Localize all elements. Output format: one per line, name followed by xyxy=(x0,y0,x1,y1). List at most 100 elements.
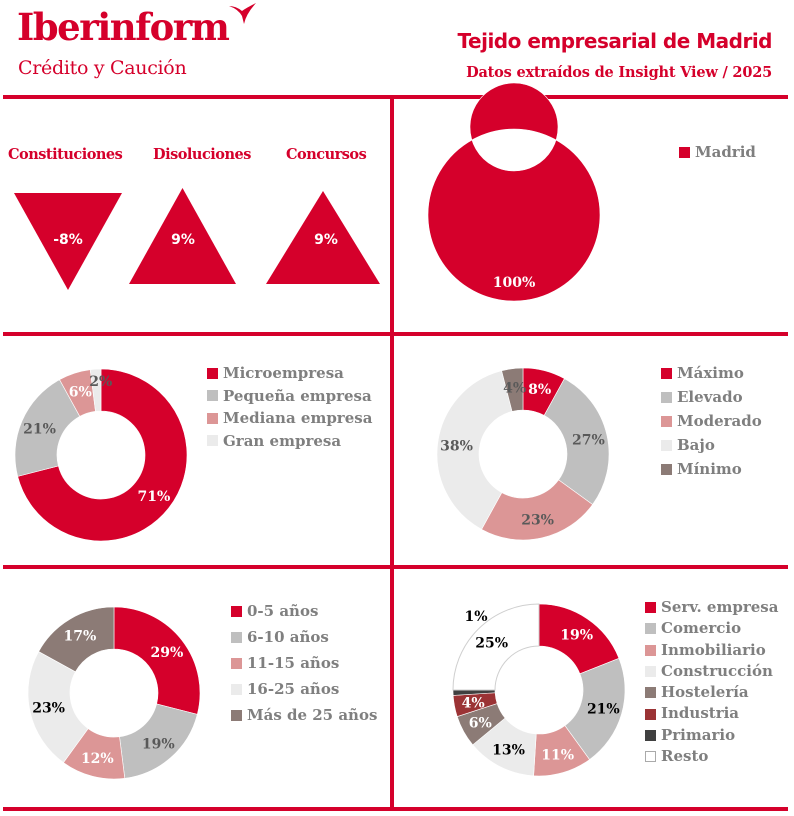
legend-swatch xyxy=(661,463,672,475)
legend-item-pequena-empresa: Pequeña empresa xyxy=(207,385,372,408)
kpi-value-concursos: 9% xyxy=(314,232,338,248)
donut-slice-gran-empresa xyxy=(89,368,102,412)
data-label-hosteleria: 6% xyxy=(469,715,492,731)
divider-row-1 xyxy=(3,332,788,336)
kpi-value-disoluciones: 9% xyxy=(171,232,195,248)
brand-tagline: Crédito y Caución xyxy=(18,57,187,79)
legend-label: Hostelería xyxy=(661,683,749,702)
legend-label: Comercio xyxy=(661,619,742,638)
data-label-construccion: 13% xyxy=(492,743,525,759)
data-label-moderado: 23% xyxy=(521,512,554,528)
legend-swatch xyxy=(207,412,218,424)
kpi-label-concursos: Concursos xyxy=(286,146,367,163)
data-label-pequena-empresa: 21% xyxy=(23,421,56,437)
legend-label: Moderado xyxy=(677,412,762,430)
donut-slice-bajo xyxy=(436,370,513,530)
legend-swatch xyxy=(645,644,656,656)
data-label-inmobiliario: 11% xyxy=(541,747,574,763)
legend-label: Madrid xyxy=(695,143,756,161)
data-label-elevado: 27% xyxy=(572,432,605,448)
legend-label: Gran empresa xyxy=(223,431,342,450)
legend-swatch xyxy=(645,729,656,741)
legend-item-11-15-anos: 11-15 años xyxy=(231,650,377,676)
arrow-down-icon xyxy=(14,193,122,290)
legend-label: Más de 25 años xyxy=(247,706,378,724)
data-label-gran-empresa: 2% xyxy=(89,374,112,390)
donut-chart-sector: 19% 21% 11% 13%6% 4% 1% 25% xyxy=(452,603,626,777)
data-label-resto: 25% xyxy=(475,636,508,652)
legend-label: Mínimo xyxy=(677,460,742,478)
kpi-value-constituciones: -8% xyxy=(53,232,83,248)
donut-chart-antiguedad: 29% 19% 12% 23% 17% xyxy=(27,606,201,780)
legend-riesgo: Máximo Elevado Moderado Bajo Mínimo xyxy=(661,361,762,481)
legend-swatch xyxy=(207,367,218,379)
legend-swatch xyxy=(661,367,672,379)
legend-item-gran-empresa: Gran empresa xyxy=(207,430,372,453)
legend-label: Primario xyxy=(661,725,736,744)
legend-item-6-10-anos: 6-10 años xyxy=(231,624,377,650)
kpi-label-constituciones: Constituciones xyxy=(8,146,123,163)
legend-label: 11-15 años xyxy=(247,654,340,672)
donut-slice-minimo xyxy=(501,367,524,412)
legend-item-industria: Industria xyxy=(645,703,778,724)
legend-label: Máximo xyxy=(677,364,744,382)
donut-slice-16-25-anos xyxy=(27,651,89,763)
legend-item-resto: Resto xyxy=(645,746,778,767)
data-label-11-15-anos: 12% xyxy=(81,751,114,767)
legend-label: Elevado xyxy=(677,388,743,406)
legend-swatch xyxy=(207,435,218,447)
arrow-up-icon xyxy=(266,191,380,284)
legend-item-microempresa: Microempresa xyxy=(207,362,372,385)
donut-slice-mas-de-25-anos xyxy=(38,606,115,673)
legend-item-primario: Primario xyxy=(645,725,778,746)
legend-swatch xyxy=(645,602,656,614)
legend-swatch xyxy=(231,605,242,617)
arrow-up-icon xyxy=(129,188,236,284)
legend-item-madrid: Madrid xyxy=(679,141,756,163)
legend-item-elevado: Elevado xyxy=(661,385,762,409)
donut-slice-elevado xyxy=(543,378,610,505)
legend-swatch xyxy=(645,687,656,699)
legend-item-moderado: Moderado xyxy=(661,409,762,433)
legend-item-serv-empresa: Serv. empresa xyxy=(645,597,778,618)
legend-label: 0-5 años xyxy=(247,602,319,620)
kpi-label-disoluciones: Disoluciones xyxy=(153,146,251,163)
legend-tamano: Microempresa Pequeña empresa Mediana empre… xyxy=(207,362,372,452)
divider-bottom xyxy=(3,807,788,811)
data-label-industria: 4% xyxy=(462,696,485,712)
legend-sector: Serv. empresa Comercio Inmobiliario Constru… xyxy=(645,597,778,767)
legend-item-inmobiliario: Inmobiliario xyxy=(645,640,778,661)
legend-label: Microempresa xyxy=(223,364,344,382)
legend-swatch xyxy=(231,631,242,643)
data-label-16-25-anos: 23% xyxy=(32,701,65,717)
donut-slice-moderado xyxy=(481,479,593,541)
legend-swatch xyxy=(645,708,656,720)
legend-swatch xyxy=(231,657,242,669)
divider-vertical xyxy=(390,95,394,811)
legend-swatch xyxy=(645,751,656,763)
donut-chart-madrid: 100% xyxy=(427,82,601,302)
legend-label: Pequeña empresa xyxy=(223,386,372,405)
data-label-comercio: 21% xyxy=(587,702,620,718)
brand-logo: Iberinform xyxy=(17,5,230,49)
divider-row-2 xyxy=(3,565,788,569)
legend-swatch xyxy=(645,623,656,635)
legend-item-maximo: Máximo xyxy=(661,361,762,385)
logo-swoosh-icon xyxy=(229,3,256,24)
legend-swatch xyxy=(207,390,218,402)
legend-antiguedad: 0-5 años 6-10 años 11-15 años 16-25 años Más… xyxy=(231,598,377,728)
legend-item-mas-de-25-anos: Más de 25 años xyxy=(231,702,377,728)
data-label-primario: 1% xyxy=(465,609,488,625)
legend-swatch xyxy=(661,415,672,427)
legend-item-hosteleria: Hostelería xyxy=(645,682,778,703)
data-label-microempresa: 71% xyxy=(138,489,171,505)
legend-item-0-5-anos: 0-5 años xyxy=(231,598,377,624)
data-label-bajo: 38% xyxy=(440,439,473,455)
page-title: Tejido empresarial de Madrid xyxy=(457,29,773,53)
legend-item-comercio: Comercio xyxy=(645,618,778,639)
divider-top xyxy=(3,95,788,99)
data-label-minimo: 4% xyxy=(503,381,526,397)
donut-slice-0-5-anos xyxy=(113,606,201,715)
legend-label: Bajo xyxy=(677,436,715,454)
legend-swatch xyxy=(231,709,242,721)
